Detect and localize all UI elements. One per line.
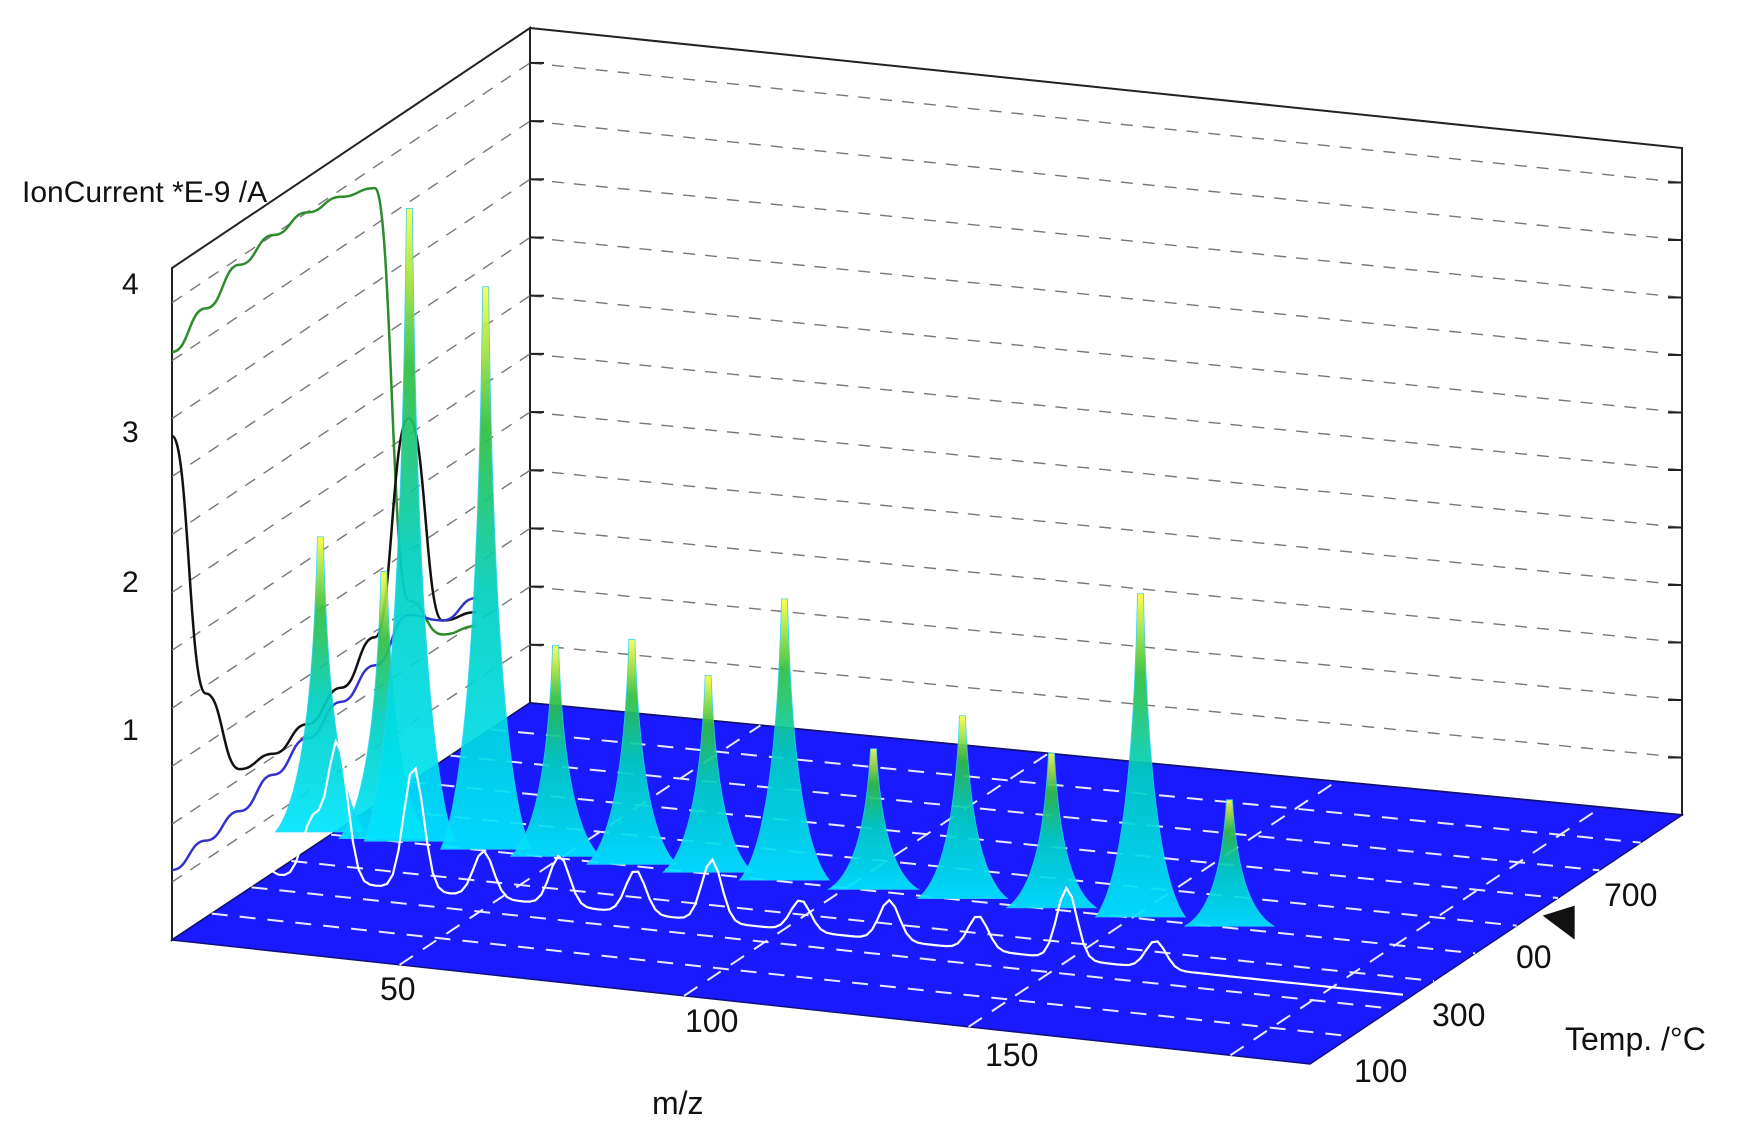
temperature-marker (1542, 905, 1575, 940)
back-gridline (529, 585, 1683, 701)
peak-105 (826, 748, 920, 890)
peak-series (260, 208, 1575, 996)
floor-temp-gridline (251, 886, 1393, 1010)
back-gridline (529, 120, 1683, 241)
back-gridline (529, 527, 1683, 644)
peak-32 (363, 208, 455, 842)
back-gridline (529, 62, 1683, 184)
axis-labels: IonCurrent *E-9 /A 1 2 3 4 50 100 150 m/z 100 300 7… (22, 176, 1706, 1121)
back-gridline (529, 178, 1683, 299)
z-tick-label: 4 (122, 268, 139, 301)
peak-133 (1005, 752, 1098, 909)
wall-gridlines (171, 61, 1683, 883)
floor-temp-gridline (450, 754, 1600, 872)
side-gridline (171, 120, 531, 362)
y-tick-label: 300 (1432, 997, 1485, 1033)
plot-walls (171, 26, 1683, 942)
y-tick-label-partial: 00 (1516, 939, 1552, 975)
back-wall (529, 26, 1683, 817)
peak-79 (662, 674, 755, 873)
x-tick-label: 50 (380, 971, 416, 1007)
peak-91 (738, 598, 831, 881)
floor-mz-gridline (683, 752, 1049, 997)
z-tick-label: 3 (122, 416, 139, 449)
y-tick-label: 700 (1604, 877, 1657, 913)
back-gridline (529, 236, 1683, 356)
floor-temp-gridline (291, 860, 1435, 982)
back-gridline (529, 644, 1683, 759)
x-tick-label: 150 (985, 1037, 1038, 1073)
side-gridline (171, 295, 531, 536)
x-tick-label: 100 (685, 1003, 738, 1039)
back-gridline (529, 411, 1683, 529)
back-gridline (529, 294, 1683, 414)
y-axis-label: Temp. /°C (1565, 1021, 1706, 1057)
peak-161 (1184, 799, 1275, 927)
floor-temp-gridline (211, 912, 1352, 1038)
side-gridline (171, 353, 531, 593)
z-tick-label: 1 (122, 714, 139, 747)
side-gridline (171, 527, 531, 767)
floor-temp-gridline (410, 781, 1559, 899)
side-gridline (171, 62, 531, 304)
side-gridline (171, 411, 531, 651)
z-axis-label: IonCurrent *E-9 /A (22, 176, 267, 209)
side-gridline (171, 178, 531, 420)
z-tick-label: 2 (122, 566, 139, 599)
back-gridline (529, 469, 1683, 586)
peak-119 (916, 715, 1009, 899)
side-gridline (171, 236, 531, 478)
back-gridline (529, 353, 1683, 471)
peak-67 (585, 638, 678, 865)
floor-temp-gridline (331, 833, 1476, 955)
peak-44 (440, 286, 532, 850)
peak-55 (509, 645, 602, 857)
peak-147 (1094, 593, 1187, 918)
x-axis-label: m/z (652, 1085, 704, 1121)
floor-mz-gridline (968, 780, 1337, 1028)
side-gridline (171, 469, 531, 709)
floor-temp-gridline (490, 728, 1641, 844)
y-tick-label: 100 (1354, 1053, 1407, 1089)
floor-mz-gridline (1229, 806, 1602, 1057)
front-trace (260, 738, 1404, 996)
